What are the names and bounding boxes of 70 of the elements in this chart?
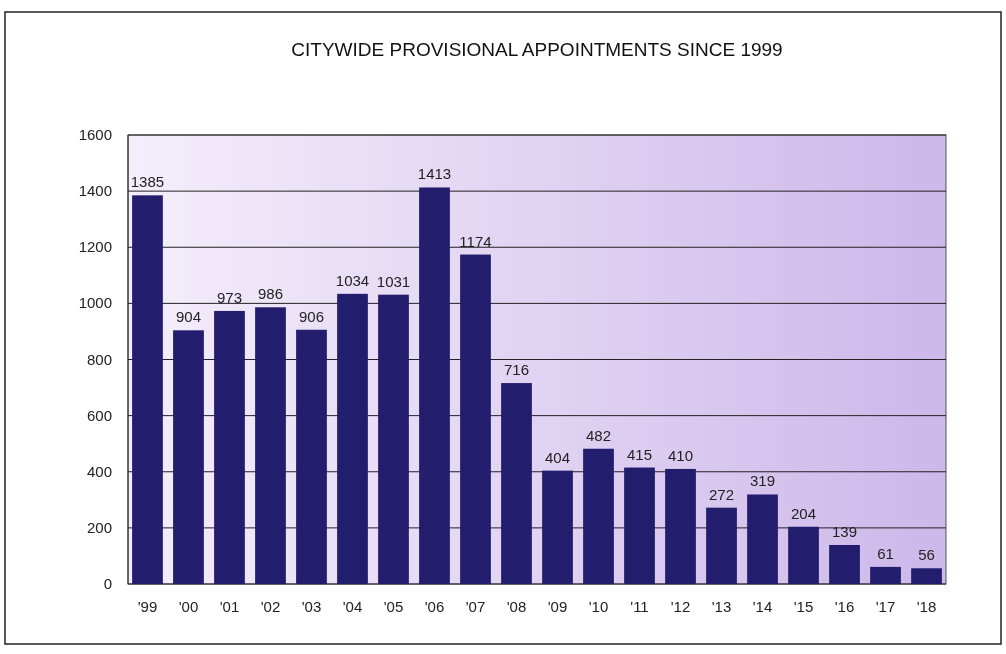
bar xyxy=(132,195,163,584)
x-tick-label: '04 xyxy=(342,598,363,615)
data-label: 482 xyxy=(585,426,612,444)
bar xyxy=(255,307,286,584)
bar xyxy=(378,294,409,584)
y-tick-label: 1000 xyxy=(78,294,112,312)
data-label: 716 xyxy=(503,361,530,379)
data-label: 404 xyxy=(544,448,571,466)
x-tick-label: '06 xyxy=(424,598,445,615)
data-label: 1385 xyxy=(130,173,165,191)
bar xyxy=(173,330,204,584)
data-label: 904 xyxy=(175,308,201,326)
y-tick-label: 200 xyxy=(86,518,112,536)
data-label: 139 xyxy=(832,522,858,540)
bar xyxy=(214,310,245,584)
y-tick-label: 0 xyxy=(103,575,112,592)
y-tick-label: 800 xyxy=(86,350,112,368)
bar xyxy=(460,254,491,584)
data-label: 410 xyxy=(667,446,694,464)
y-tick-label: 400 xyxy=(86,462,112,480)
x-tick-label: '18 xyxy=(916,598,937,615)
x-tick-label: '11 xyxy=(630,598,649,615)
x-tick-label: '12 xyxy=(670,598,691,615)
bar xyxy=(419,187,450,584)
data-label: 1031 xyxy=(376,272,411,290)
data-label: 204 xyxy=(791,504,817,522)
bar xyxy=(870,566,901,584)
bar xyxy=(542,470,573,584)
bar xyxy=(501,383,532,584)
data-label: 986 xyxy=(257,285,283,303)
data-label: 272 xyxy=(709,485,735,503)
bar xyxy=(665,468,696,584)
x-tick-label: '02 xyxy=(260,598,281,615)
x-tick-label: '14 xyxy=(752,598,773,615)
bar xyxy=(747,494,778,584)
data-label: 1413 xyxy=(417,165,452,183)
x-tick-label: '03 xyxy=(301,598,322,615)
data-label: 415 xyxy=(626,445,653,463)
data-label: 1034 xyxy=(335,271,370,289)
x-tick-label: '00 xyxy=(178,598,199,615)
bar xyxy=(624,467,655,584)
data-label: 61 xyxy=(877,544,894,562)
data-label: 1174 xyxy=(459,232,492,250)
bar xyxy=(911,568,942,584)
bar xyxy=(788,526,819,584)
data-label: 319 xyxy=(750,472,776,490)
chart-title: CITYWIDE PROVISIONAL APPOINTMENTS SINCE 1999 xyxy=(291,39,783,60)
x-tick-label: '08 xyxy=(506,598,527,615)
y-tick-label: 1400 xyxy=(78,182,112,200)
bar xyxy=(706,507,737,584)
bar xyxy=(296,329,327,584)
x-tick-label: '17 xyxy=(875,598,896,615)
x-tick-label: '10 xyxy=(588,598,609,615)
x-tick-label: '99 xyxy=(137,598,158,615)
data-label: 906 xyxy=(298,307,324,325)
x-tick-label: '15 xyxy=(793,598,814,615)
x-tick-label: '09 xyxy=(547,598,568,615)
x-tick-label: '13 xyxy=(711,598,732,615)
data-label: 56 xyxy=(918,546,935,564)
y-tick-label: 600 xyxy=(86,406,112,424)
bar xyxy=(583,448,614,584)
bar xyxy=(829,544,860,584)
x-tick-label: '05 xyxy=(383,598,404,615)
x-tick-label: '01 xyxy=(219,598,240,615)
y-tick-label: 1600 xyxy=(78,126,112,143)
y-tick-label: 1200 xyxy=(78,238,112,256)
bar xyxy=(337,293,368,584)
data-label: 973 xyxy=(216,288,242,306)
x-tick-label: '07 xyxy=(465,598,486,615)
x-tick-label: '16 xyxy=(834,598,855,615)
